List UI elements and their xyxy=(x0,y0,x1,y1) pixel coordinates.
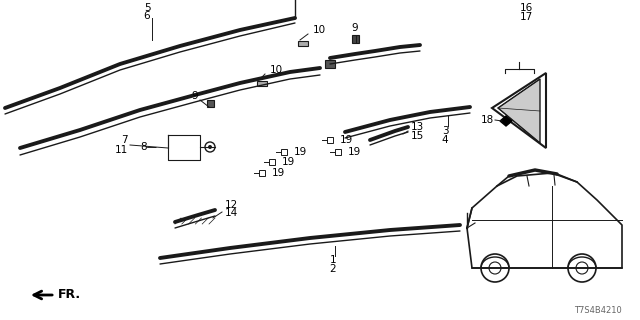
FancyBboxPatch shape xyxy=(352,35,359,43)
FancyBboxPatch shape xyxy=(257,81,267,86)
FancyBboxPatch shape xyxy=(335,149,341,155)
Text: 19: 19 xyxy=(340,135,353,145)
Text: T7S4B4210: T7S4B4210 xyxy=(574,306,622,315)
Text: 2: 2 xyxy=(330,264,336,274)
Text: 14: 14 xyxy=(225,208,238,218)
Text: 9: 9 xyxy=(191,91,198,101)
Text: 19: 19 xyxy=(282,157,295,167)
Text: 3: 3 xyxy=(442,126,448,136)
Text: 19: 19 xyxy=(348,147,361,157)
Text: 17: 17 xyxy=(520,12,532,22)
Text: 19: 19 xyxy=(272,168,285,178)
FancyBboxPatch shape xyxy=(259,170,265,176)
FancyBboxPatch shape xyxy=(269,159,275,165)
Text: 12: 12 xyxy=(225,200,238,210)
Text: 8—: 8— xyxy=(140,142,157,152)
Text: 10: 10 xyxy=(270,65,283,75)
FancyBboxPatch shape xyxy=(207,100,214,107)
Polygon shape xyxy=(500,116,512,126)
Text: 1: 1 xyxy=(330,255,336,265)
Text: 7: 7 xyxy=(122,135,128,145)
Text: FR.: FR. xyxy=(58,289,81,301)
Text: 6: 6 xyxy=(144,11,150,21)
Text: 19: 19 xyxy=(294,147,307,157)
Text: 9: 9 xyxy=(352,23,358,33)
Text: 16: 16 xyxy=(520,3,532,13)
Text: 15: 15 xyxy=(411,131,424,141)
Text: 10: 10 xyxy=(313,25,326,35)
Text: 5: 5 xyxy=(144,3,150,13)
Text: 13: 13 xyxy=(411,122,424,132)
Text: 11: 11 xyxy=(115,145,128,155)
FancyBboxPatch shape xyxy=(298,41,308,46)
FancyBboxPatch shape xyxy=(281,149,287,155)
Polygon shape xyxy=(498,79,540,143)
Text: 18: 18 xyxy=(481,115,494,125)
Circle shape xyxy=(208,145,212,149)
FancyBboxPatch shape xyxy=(327,137,333,143)
FancyBboxPatch shape xyxy=(325,60,335,68)
Text: 4: 4 xyxy=(442,135,448,145)
